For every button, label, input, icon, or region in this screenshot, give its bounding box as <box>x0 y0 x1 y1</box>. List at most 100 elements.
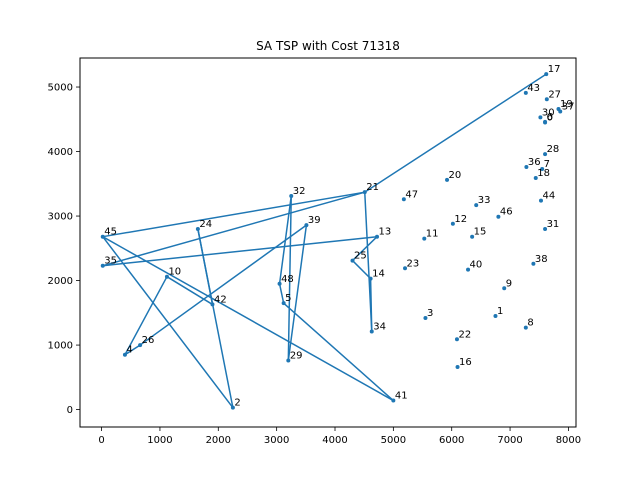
city-point-30 <box>538 115 543 120</box>
tour-edge-39-26 <box>139 224 308 346</box>
city-label-32: 32 <box>293 186 306 197</box>
city-label-1: 1 <box>497 306 503 317</box>
city-label-0: 0 <box>547 113 553 124</box>
tour-edge-10-42 <box>166 275 214 306</box>
city-point-28 <box>543 152 548 157</box>
city-label-18: 18 <box>537 168 550 179</box>
city-point-31 <box>543 226 548 231</box>
city-label-34: 34 <box>373 322 386 333</box>
city-point-16 <box>455 365 460 370</box>
city-label-43: 43 <box>527 83 540 94</box>
city-point-7 <box>540 166 545 171</box>
city-label-4: 4 <box>126 345 132 356</box>
city-label-16: 16 <box>459 357 472 368</box>
city-label-38: 38 <box>535 254 548 265</box>
tour-edge-35-13 <box>102 235 378 267</box>
city-label-2: 2 <box>234 398 240 409</box>
city-label-5: 5 <box>285 293 291 304</box>
city-label-27: 27 <box>548 89 561 100</box>
city-label-45: 45 <box>104 227 117 238</box>
x-axis: 0 1000 2000 3000 4000 5000 6000 7000 8000 <box>98 427 581 446</box>
city-point-9 <box>502 286 507 291</box>
city-label-17: 17 <box>548 64 561 75</box>
city-point-20 <box>445 177 450 182</box>
city-point-38 <box>531 261 536 266</box>
city-point-17 <box>544 72 549 77</box>
city-label-28: 28 <box>547 144 560 155</box>
tour-edge-29-39 <box>287 224 308 362</box>
y-axis: 0 1000 2000 3000 4000 5000 <box>48 83 80 416</box>
city-point-25 <box>350 258 355 263</box>
y-tick-label: 0 <box>67 405 73 416</box>
city-label-14: 14 <box>372 269 385 280</box>
city-point-46 <box>496 214 501 219</box>
city-point-2 <box>230 405 235 410</box>
city-point-22 <box>454 337 459 342</box>
city-label-7: 7 <box>544 159 550 170</box>
city-point-10 <box>164 274 169 279</box>
y-tick-label: 5000 <box>48 83 73 94</box>
city-point-13 <box>375 234 380 239</box>
city-label-19: 19 <box>560 99 573 110</box>
city-label-29: 29 <box>290 351 303 362</box>
x-tick-label: 6000 <box>439 435 464 446</box>
tour-edge-34-21 <box>364 191 373 333</box>
city-point-1 <box>493 314 498 319</box>
tour-edge-26-4 <box>124 344 141 356</box>
tour-edge-25-14 <box>351 259 372 280</box>
tour-edge-2-45 <box>102 235 234 409</box>
city-label-37: 37 <box>562 102 575 113</box>
city-point-18 <box>533 175 538 180</box>
plot-area: 0123456789101112131415161718192021222324… <box>100 64 575 410</box>
x-tick-label: 8000 <box>556 435 581 446</box>
city-point-26 <box>138 343 143 348</box>
city-point-39 <box>304 223 309 228</box>
city-label-21: 21 <box>366 182 379 193</box>
tour-edge-17-21 <box>364 73 547 193</box>
city-point-41 <box>391 398 396 403</box>
city-point-3 <box>423 315 428 320</box>
city-label-35: 35 <box>104 256 117 267</box>
city-point-14 <box>368 276 373 281</box>
city-label-47: 47 <box>405 189 418 200</box>
city-label-20: 20 <box>449 170 462 181</box>
city-label-3: 3 <box>427 308 433 319</box>
city-label-40: 40 <box>470 260 483 271</box>
tour-edge-5-48 <box>278 283 285 304</box>
city-label-39: 39 <box>308 215 321 226</box>
x-tick-label: 2000 <box>206 435 231 446</box>
city-point-15 <box>470 234 475 239</box>
y-tick-label: 3000 <box>48 212 73 223</box>
city-label-36: 36 <box>528 157 541 168</box>
city-point-12 <box>450 221 455 226</box>
city-point-44 <box>538 198 543 203</box>
city-point-24 <box>195 226 200 231</box>
city-label-26: 26 <box>142 335 155 346</box>
city-point-29 <box>286 358 291 363</box>
tour-edge-32-29 <box>287 195 292 362</box>
city-label-10: 10 <box>168 267 181 278</box>
x-tick-label: 7000 <box>497 435 522 446</box>
city-point-47 <box>401 197 406 202</box>
city-label-48: 48 <box>281 274 294 285</box>
x-tick-label: 3000 <box>264 435 289 446</box>
city-point-23 <box>403 266 408 271</box>
y-tick-label: 4000 <box>48 147 73 158</box>
city-point-4 <box>122 352 127 357</box>
tour-edge-21-45 <box>102 191 366 238</box>
city-label-15: 15 <box>474 227 487 238</box>
city-label-31: 31 <box>547 219 560 230</box>
city-point-37 <box>558 109 563 114</box>
city-label-13: 13 <box>379 227 392 238</box>
city-label-8: 8 <box>527 318 533 329</box>
city-label-33: 33 <box>478 195 491 206</box>
city-point-27 <box>544 97 549 102</box>
city-label-22: 22 <box>458 329 471 340</box>
tour-edge-21-35 <box>102 191 366 267</box>
x-tick-label: 5000 <box>381 435 406 446</box>
city-point-42 <box>210 302 215 307</box>
city-point-35 <box>100 263 105 268</box>
y-tick-label: 1000 <box>48 341 73 352</box>
